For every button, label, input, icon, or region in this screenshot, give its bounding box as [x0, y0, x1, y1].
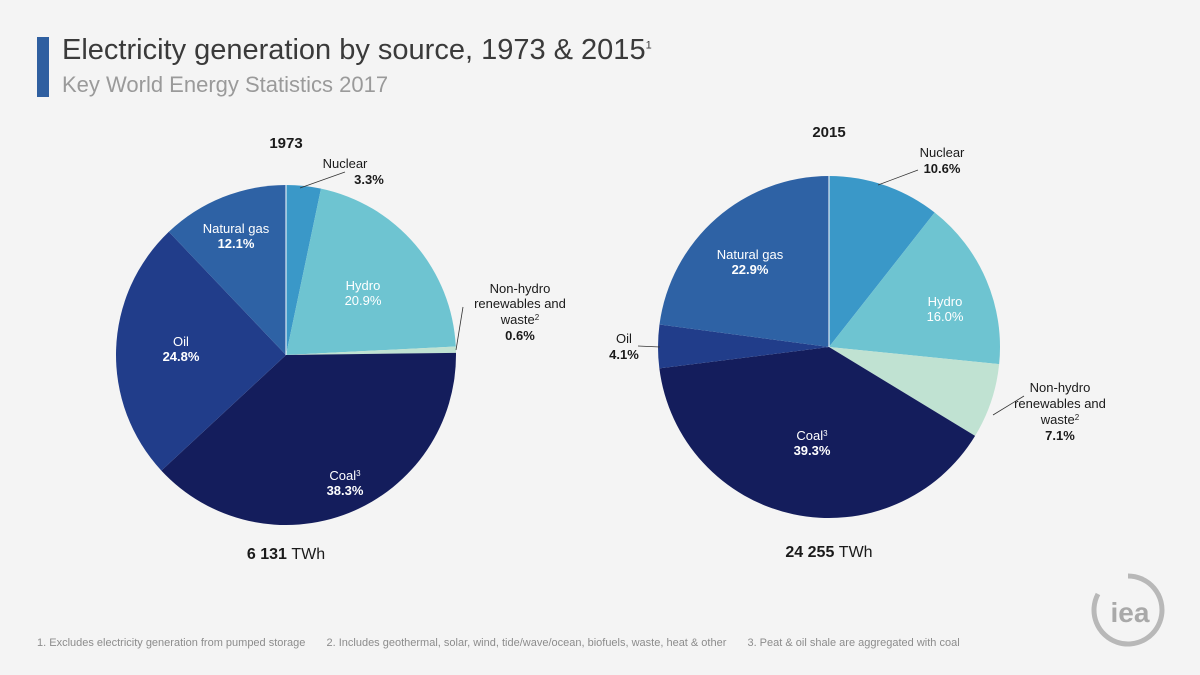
slice-value-non-hydro-renewables-and-waste-1973: 0.6%: [505, 328, 535, 343]
iea-logo: iea: [1091, 573, 1165, 647]
chart-title: Electricity generation by source, 1973 &…: [62, 34, 652, 67]
pie-slice-oil-2015: [658, 324, 829, 369]
slice-label-oil-2015-line-1: Oil: [616, 331, 632, 346]
logo-arc: [1091, 573, 1165, 647]
pie-slice-non-hydro-renewables-and-waste-2015: [829, 347, 1000, 436]
pie-slice-natural-gas-1973: [168, 185, 286, 355]
footnotes: 1. Excludes electricity generation from …: [37, 637, 978, 649]
slice-value-coal-1973: 38.3%: [327, 483, 364, 498]
pie-slice-non-hydro-renewables-and-waste-1973: [286, 346, 456, 355]
slice-label-natural-gas-2015: Natural gas: [717, 247, 784, 262]
slice-value-coal-2015: 39.3%: [794, 443, 831, 458]
footnote-1: 1. Excludes electricity generation from …: [37, 637, 306, 649]
leader-line-nuclear-1973: [299, 171, 346, 189]
slice-value-natural-gas-1973: 12.1%: [218, 236, 255, 251]
slice-label-non-hydro-renewables-and-waste-2015-line-1: Non-hydro: [1030, 380, 1091, 395]
pie-slice-natural-gas-2015: [659, 176, 829, 347]
title-accent-bar: [37, 37, 49, 97]
slice-value-hydro-2015: 16.0%: [927, 309, 964, 324]
footnote-2: 2. Includes geothermal, solar, wind, tid…: [326, 637, 727, 649]
pie-title-1973: 1973: [269, 135, 302, 152]
slice-value-oil-1973: 24.8%: [163, 349, 200, 364]
pie-slice-coal-2015: [659, 347, 976, 518]
pie-slice-coal-1973: [161, 352, 457, 525]
slice-value-non-hydro-renewables-and-waste-2015: 7.1%: [1045, 428, 1075, 443]
slice-label-non-hydro-renewables-and-waste-1973-line-3: waste2: [500, 312, 540, 327]
slice-value-nuclear-1973: 3.3%: [354, 172, 384, 187]
slice-value-oil-2015: 4.1%: [609, 347, 639, 362]
logo-text: iea: [1111, 597, 1150, 628]
slice-label-oil-1973: Oil: [173, 334, 189, 349]
slice-value-natural-gas-2015: 22.9%: [732, 262, 769, 277]
pie-slice-nuclear-1973: [286, 185, 321, 355]
slice-label-non-hydro-renewables-and-waste-1973-line-1: Non-hydro: [490, 281, 551, 296]
pie-total-2015: 24 255 TWh: [785, 544, 872, 561]
slice-label-hydro-1973: Hydro: [346, 278, 381, 293]
pie-slice-nuclear-2015: [829, 176, 935, 347]
slice-label-non-hydro-renewables-and-waste-1973-line-2: renewables and: [474, 296, 566, 311]
chart-subtitle: Key World Energy Statistics 2017: [62, 72, 389, 97]
slice-value-nuclear-2015: 10.6%: [924, 161, 961, 176]
slice-label-non-hydro-renewables-and-waste-2015-line-3: waste2: [1040, 412, 1080, 427]
slice-label-coal-1973: Coal3: [329, 468, 361, 483]
chart-title-text: Electricity generation by source, 1973 &…: [62, 34, 646, 66]
leader-line-non-hydro-renewables-and-waste-2015: [992, 395, 1025, 416]
leader-line-nuclear-2015: [877, 169, 919, 186]
slice-label-natural-gas-1973: Natural gas: [203, 221, 270, 236]
pie-slice-oil-1973: [116, 231, 286, 471]
slice-label-coal-2015: Coal3: [796, 428, 828, 443]
chart-title-footnote-mark: 1: [645, 39, 652, 52]
slice-label-non-hydro-renewables-and-waste-2015-line-2: renewables and: [1014, 396, 1106, 411]
slice-label-hydro-2015: Hydro: [928, 294, 963, 309]
slice-value-hydro-1973: 20.9%: [345, 293, 382, 308]
pie-slice-hydro-1973: [286, 188, 456, 355]
pie-slice-hydro-2015: [829, 212, 1001, 365]
footnote-3: 3. Peat & oil shale are aggregated with …: [747, 637, 960, 649]
slice-label-nuclear-1973-line-1: Nuclear: [323, 156, 368, 171]
leader-line-non-hydro-renewables-and-waste-1973: [455, 306, 464, 351]
pie-total-1973: 6 131 TWh: [247, 546, 325, 563]
slice-label-nuclear-2015-line-1: Nuclear: [920, 145, 965, 160]
pie-title-2015: 2015: [812, 124, 845, 141]
leader-line-oil-2015: [637, 345, 661, 348]
